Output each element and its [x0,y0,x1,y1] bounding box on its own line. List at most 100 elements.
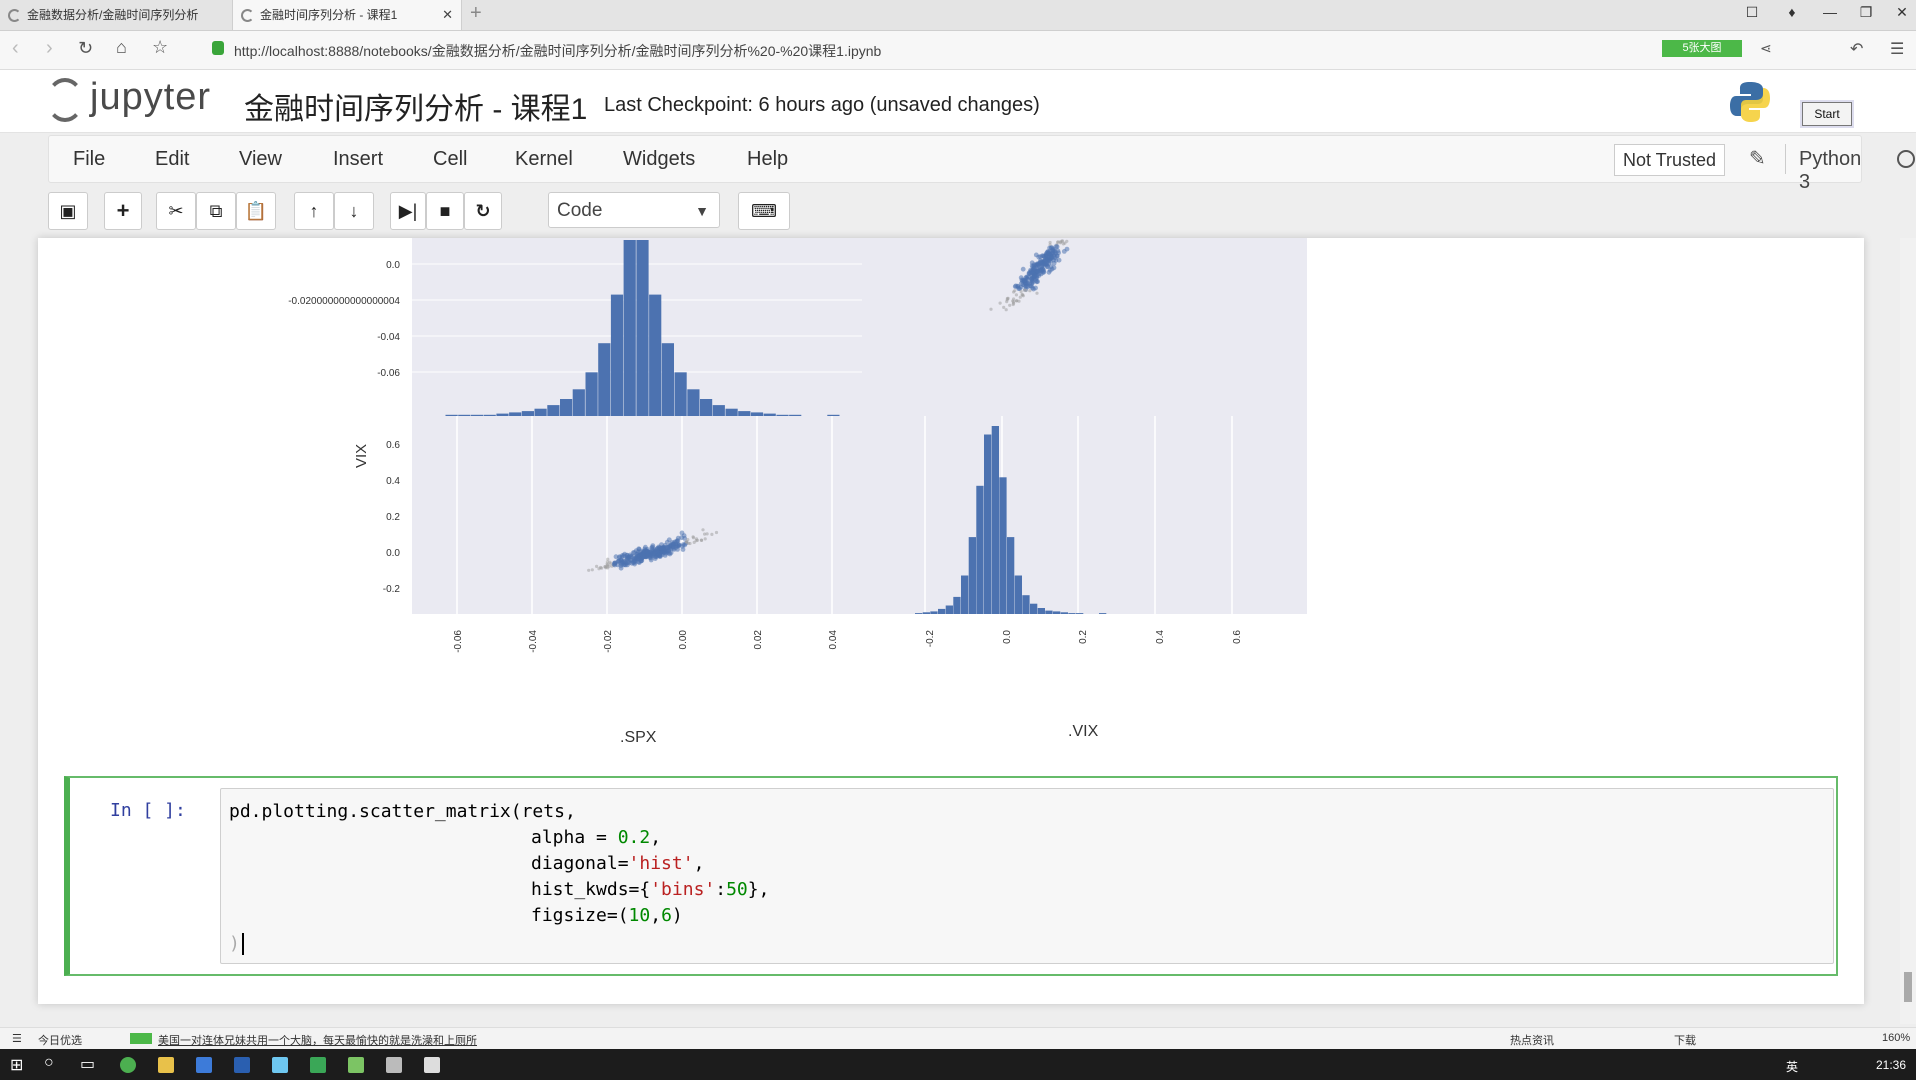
browser-tab-active[interactable]: 金融时间序列分析 - 课程1 ✕ [232,0,462,30]
zoom-level[interactable]: 160% [1882,1032,1911,1044]
trust-button[interactable]: Not Trusted [1614,144,1726,176]
tick-label: 0.02 [753,630,764,650]
kernel-name[interactable]: Python 3 [1799,148,1862,193]
share-icon[interactable]: ⋖ [1760,40,1772,56]
vix-spx-scatter [989,239,1070,312]
page-scrollbar[interactable] [1900,238,1916,1024]
menu-widgets[interactable]: Widgets [623,148,696,170]
folder-app-icon[interactable] [158,1057,174,1073]
notebook-title[interactable]: 金融时间序列分析 - 课程1 [244,93,588,126]
menu-insert[interactable]: Insert [333,148,384,170]
move-down-icon[interactable]: ↓ [334,192,374,230]
minimize-icon[interactable]: — [1823,4,1837,20]
cut-icon[interactable]: ✂ [156,192,196,230]
keyboard-icon[interactable]: ⌨ [738,192,790,230]
menu-view[interactable]: View [239,148,282,170]
tab-title: 金融数据分析/金融时间序列分析 [27,8,199,22]
code-token: diagonal= [531,853,629,874]
copy-icon[interactable]: ⧉ [196,192,236,230]
restart-icon[interactable]: ↻ [464,192,502,230]
app-icon[interactable] [234,1057,250,1073]
browser-tab-strip: 金融数据分析/金融时间序列分析 金融时间序列分析 - 课程1 ✕ + ☐ ♦ —… [0,0,1916,31]
app-icon[interactable] [424,1057,440,1073]
scatter-point [648,553,654,559]
scrollbar-thumb[interactable] [1904,972,1912,1002]
jupyter-logo-text[interactable]: jupyter [90,76,212,118]
move-up-icon[interactable]: ↑ [294,192,334,230]
add-cell-icon[interactable]: + [104,192,142,230]
scatter-point [1019,290,1023,294]
menu-cell[interactable]: Cell [433,148,468,170]
start-button[interactable]: Start [1802,102,1852,126]
hot-news-link[interactable]: 热点资讯 [1510,1035,1554,1047]
histogram-bar [483,414,496,416]
forward-icon[interactable]: › [46,37,53,59]
paste-icon[interactable]: 📋 [236,192,276,230]
scatter-point [598,565,603,570]
app-icon[interactable] [272,1057,288,1073]
code-line-4: hist_kwds={'bins':50}, [531,879,769,900]
code-token: hist_kwds={ [531,879,651,900]
tick-label: 0.0 [386,260,400,271]
menu-edit[interactable]: Edit [155,148,190,170]
app-icon[interactable] [348,1057,364,1073]
download-link[interactable]: 下载 [1674,1035,1696,1047]
clock[interactable]: 21:36 [1875,1058,1906,1072]
menu-kernel[interactable]: Kernel [515,148,573,170]
menu-icon[interactable]: ☰ [1890,41,1905,58]
task-view-icon[interactable]: ▭ [80,1056,96,1073]
menu-help[interactable]: Help [747,148,789,170]
save-icon[interactable]: ▣ [48,192,88,230]
browser-tab[interactable]: 金融数据分析/金融时间序列分析 [0,0,230,30]
url-field[interactable]: http://localhost:8888/notebooks/金融数据分析/金… [234,43,882,59]
scatter-point [607,564,611,568]
app-icon[interactable] [196,1057,212,1073]
scatter-point [652,556,658,561]
code-token: , [650,905,662,926]
divider [1785,144,1786,174]
cell-type-select[interactable]: Code ▼ [548,192,720,228]
menu-file[interactable]: File [73,148,106,170]
close-window-icon[interactable]: ✕ [1896,4,1908,20]
browser-app-icon[interactable] [120,1057,136,1073]
code-editor[interactable]: pd.plotting.scatter_matrix(rets, alpha =… [220,788,1834,964]
scatter-point [1061,249,1067,254]
code-token: }, [747,879,770,900]
tick-label: 0.4 [386,476,400,487]
histogram-bar [999,477,1007,614]
scatter-point [1030,271,1036,276]
edit-pencil-icon[interactable]: ✎ [1749,148,1766,170]
histogram-bar [1076,613,1084,614]
shirt-icon[interactable]: ♦ [1788,4,1796,20]
refresh-icon[interactable]: ↻ [78,38,94,58]
app-icon[interactable] [310,1057,326,1073]
app-icon[interactable] [386,1057,402,1073]
bookmark-star-icon[interactable]: ☆ [152,37,169,57]
chevron-down-icon: ▼ [695,203,709,219]
news-link[interactable]: 美国一对连体兄妹共用一个大脑，每天最愉快的就是洗澡和上厕所 [158,1035,477,1047]
restore-icon[interactable]: ❐ [1859,4,1873,20]
scatter-point [1028,289,1032,293]
jupyter-logo-icon[interactable] [46,78,84,122]
tick-label: 0.2 [1078,630,1089,644]
histogram-bar [789,414,802,416]
tick-label: 0.6 [1232,630,1243,644]
status-label[interactable]: 今日优选 [38,1035,82,1047]
menu-icon[interactable]: ☰ [12,1033,22,1045]
new-tab-icon[interactable]: + [470,2,482,24]
code-cell[interactable]: In [ ]: pd.plotting.scatter_matrix(rets,… [64,776,1838,976]
code-token: 50 [726,879,748,900]
windows-start-icon[interactable]: ⊞ [10,1057,24,1074]
home-icon[interactable]: ⌂ [116,37,127,57]
tab-count-icon[interactable]: ☐ [1745,4,1759,20]
scatter-point [1040,270,1046,275]
screenshot-badge[interactable]: 5张大图 [1662,40,1742,57]
back-icon[interactable]: ‹ [12,37,19,59]
stop-icon[interactable]: ■ [426,192,464,230]
run-icon[interactable]: ▶| [390,192,426,230]
close-tab-icon[interactable]: ✕ [442,7,453,22]
input-language[interactable]: 英 [1785,1060,1798,1074]
search-icon[interactable]: ○ [44,1054,54,1071]
undo-icon[interactable]: ↶ [1850,41,1864,58]
kernel-idle-icon [1897,150,1915,168]
